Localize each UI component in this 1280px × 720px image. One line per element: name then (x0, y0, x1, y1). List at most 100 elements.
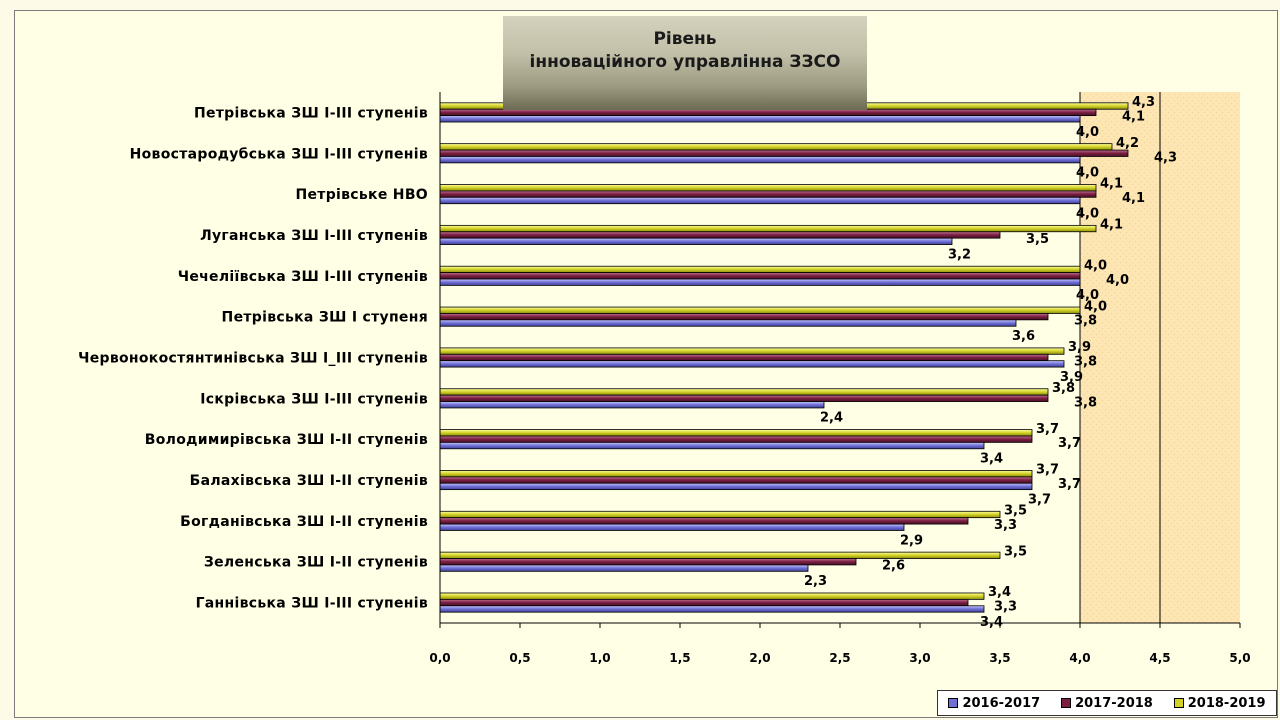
category-label-8: Володимирівська ЗШ І-ІІ ступенів (145, 432, 428, 448)
data-label-2018-2019-2: 4,1 (1100, 177, 1123, 192)
bar-2017-2018-8 (439, 435, 1033, 443)
legend-label-2017-2018: 2017-2018 (1075, 695, 1153, 711)
data-label-2018-2019-1: 4,2 (1116, 136, 1139, 151)
data-label-2018-2019-12: 3,4 (988, 585, 1011, 600)
category-labels: Петрівська ЗШ І-ІІІ ступенів Новостародуб… (78, 105, 428, 611)
category-label-1: Новостародубська ЗШ І-ІІІ ступенів (130, 146, 428, 162)
x-tick-label-5: 2,5 (829, 651, 850, 665)
data-label-2018-2019-10: 3,5 (1004, 503, 1027, 518)
bar-2017-2018-2 (439, 190, 1097, 198)
data-label-2017-2018-4: 4,0 (1106, 273, 1129, 288)
data-label-2016-2017-7: 2,4 (820, 411, 843, 426)
data-label-2016-2017-12: 3,4 (980, 615, 1003, 630)
category-label-0: Петрівська ЗШ І-ІІІ ступенів (194, 105, 428, 121)
category-label-4: Чечеліївська ЗШ І-ІІІ ступенів (178, 269, 428, 285)
data-label-2018-2019-7: 3,8 (1052, 381, 1075, 396)
data-label-2017-2018-8: 3,7 (1058, 436, 1081, 451)
x-tick-label-10: 5,0 (1229, 651, 1250, 665)
legend-label-2016-2017: 2016-2017 (962, 695, 1041, 711)
category-label-3: Луганська ЗШ І-ІІІ ступенів (200, 228, 428, 244)
data-label-2016-2017-2: 4,0 (1076, 207, 1099, 222)
bar-2018-2019-11 (439, 551, 1001, 559)
data-label-2017-2018-11: 2,6 (882, 559, 905, 574)
category-label-12: Ганнівська ЗШ І-ІІІ ступенів (196, 596, 428, 612)
bar-2018-2019-9 (439, 470, 1033, 478)
category-label-6: Червонокостянтинівська ЗШ І_ІІІ ступенів (78, 351, 428, 367)
x-tick-label-0: 0,0 (429, 651, 450, 665)
chart-title-box: Рівень інноваційного управлінна ЗЗСО (503, 16, 867, 110)
legend-swatch-2016-2017 (948, 698, 959, 708)
bar-2016-2017-1 (439, 156, 1081, 164)
bar-2016-2017-9 (439, 482, 1033, 491)
category-label-9: Балахівська ЗШ І-ІІ ступенів (190, 473, 428, 489)
bar-2018-2019-5 (439, 306, 1081, 314)
legend-label-2018-2019: 2018-2019 (1187, 695, 1266, 711)
chart-title-line2: інноваційного управлінна ЗЗСО (529, 52, 841, 72)
bar-2016-2017-8 (439, 441, 985, 450)
bar-2017-2018-3 (439, 231, 1001, 239)
data-label-2017-2018-5: 3,8 (1074, 314, 1097, 329)
bar-2018-2019-3 (439, 224, 1097, 233)
data-label-2018-2019-0: 4,3 (1132, 95, 1155, 110)
bar-2018-2019-8 (439, 429, 1033, 437)
data-label-2018-2019-6: 3,9 (1068, 340, 1091, 355)
x-tick-label-1: 0,5 (509, 651, 530, 665)
bar-2018-2019-10 (439, 510, 1001, 519)
bar-2017-2018-10 (439, 517, 969, 525)
x-tick-label-9: 4,5 (1149, 651, 1170, 665)
data-label-2016-2017-10: 2,9 (900, 533, 923, 548)
data-label-2016-2017-8: 3,4 (980, 452, 1003, 467)
data-label-2017-2018-1: 4,3 (1154, 150, 1177, 165)
data-label-2016-2017-6: 3,9 (1060, 370, 1083, 385)
bar-2017-2018-5 (439, 313, 1049, 321)
data-label-2018-2019-4: 4,0 (1084, 258, 1107, 273)
category-label-10: Богданівська ЗШ І-ІІ ступенів (180, 514, 428, 530)
data-label-2016-2017-0: 4,0 (1076, 125, 1099, 140)
data-label-2018-2019-11: 3,5 (1004, 544, 1027, 559)
x-tick-label-4: 2,0 (749, 651, 770, 665)
data-label-2016-2017-5: 3,6 (1012, 329, 1035, 344)
bar-2018-2019-6 (439, 347, 1065, 355)
legend-swatch-2018-2019 (1173, 698, 1184, 708)
bar-2018-2019-12 (439, 592, 985, 600)
gridlines (1079, 92, 1161, 623)
bars (439, 102, 1129, 613)
data-label-2016-2017-9: 3,7 (1028, 492, 1051, 507)
category-label-5: Петрівська ЗШ І ступеня (222, 310, 428, 326)
x-tick-label-6: 3,0 (909, 651, 930, 665)
legend-item-2017-2018: 2017-2018 (1061, 696, 1153, 711)
data-label-2018-2019-3: 4,1 (1100, 218, 1123, 233)
bar-2016-2017-6 (439, 360, 1065, 368)
legend-item-2018-2019: 2018-2019 (1173, 695, 1266, 711)
data-label-2018-2019-8: 3,7 (1036, 422, 1059, 437)
bar-2017-2018-12 (439, 598, 969, 607)
data-label-2017-2018-6: 3,8 (1074, 355, 1097, 370)
bar-2016-2017-10 (439, 523, 905, 531)
chart-title-line1: Рівень (653, 29, 717, 49)
data-label-2017-2018-9: 3,7 (1058, 477, 1081, 492)
data-label-2018-2019-9: 3,7 (1036, 463, 1059, 478)
data-label-2018-2019-5: 4,0 (1084, 299, 1107, 314)
bar-2016-2017-3 (439, 237, 953, 245)
data-label-2017-2018-7: 3,8 (1074, 395, 1097, 410)
data-label-2017-2018-3: 3,5 (1026, 232, 1049, 247)
data-label-2017-2018-10: 3,3 (994, 518, 1017, 533)
bar-2017-2018-6 (439, 353, 1049, 362)
bar-2017-2018-0 (439, 108, 1097, 117)
bar-2016-2017-4 (439, 278, 1081, 286)
data-label-2017-2018-12: 3,3 (994, 600, 1017, 615)
data-label-2017-2018-2: 4,1 (1122, 191, 1145, 206)
legend: 2016-2017 2017-2018 2018-2019 (937, 690, 1277, 716)
bar-2016-2017-11 (439, 564, 809, 572)
x-tick-label-7: 3,5 (989, 651, 1010, 665)
bar-2016-2017-5 (439, 319, 1017, 327)
data-label-2016-2017-3: 3,2 (948, 247, 971, 262)
bar-2016-2017-7 (439, 401, 825, 409)
legend-item-2016-2017: 2016-2017 (948, 696, 1040, 711)
bar-2016-2017-2 (439, 196, 1081, 205)
data-label-2016-2017-1: 4,0 (1076, 166, 1099, 181)
bar-2017-2018-1 (439, 149, 1129, 157)
data-label-2017-2018-0: 4,1 (1122, 109, 1145, 124)
bar-2016-2017-12 (439, 605, 985, 613)
